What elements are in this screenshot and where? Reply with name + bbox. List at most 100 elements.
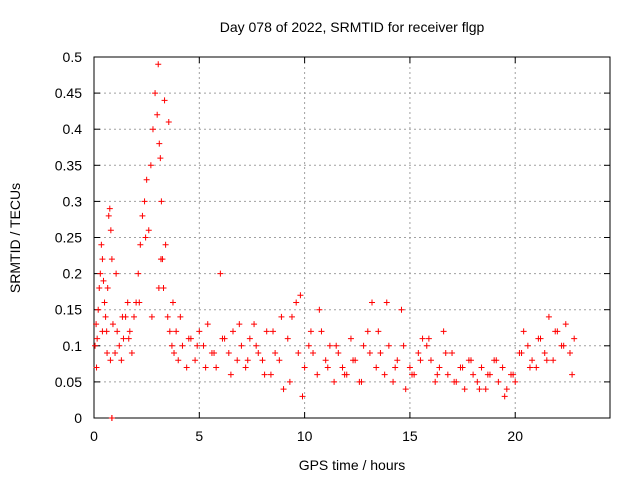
data-point bbox=[152, 90, 159, 97]
data-point bbox=[162, 241, 169, 248]
data-point bbox=[156, 140, 163, 147]
data-point bbox=[278, 313, 285, 320]
data-point bbox=[168, 342, 175, 349]
data-point bbox=[116, 342, 123, 349]
data-point bbox=[119, 313, 126, 320]
data-point bbox=[288, 313, 295, 320]
y-tick-label: 0.15 bbox=[55, 302, 82, 318]
data-point bbox=[432, 378, 439, 385]
data-point bbox=[100, 277, 107, 284]
data-point bbox=[105, 212, 112, 219]
y-axis-label: SRMTID / TECUs bbox=[7, 183, 23, 293]
data-point bbox=[161, 97, 168, 104]
y-tick-label: 0.2 bbox=[63, 266, 83, 282]
data-point bbox=[155, 285, 162, 292]
data-point bbox=[267, 371, 274, 378]
data-point bbox=[419, 335, 426, 342]
data-point bbox=[225, 350, 232, 357]
data-point bbox=[272, 350, 279, 357]
data-point bbox=[112, 350, 119, 357]
data-point bbox=[236, 321, 243, 328]
data-point bbox=[415, 350, 422, 357]
data-point bbox=[440, 328, 447, 335]
data-point bbox=[493, 357, 500, 364]
data-point bbox=[550, 357, 557, 364]
data-point bbox=[217, 270, 224, 277]
data-point bbox=[293, 299, 300, 306]
data-point bbox=[107, 227, 114, 234]
data-point bbox=[358, 378, 365, 385]
data-point bbox=[524, 342, 531, 349]
data-point bbox=[318, 328, 325, 335]
data-point bbox=[255, 350, 262, 357]
data-point bbox=[98, 241, 105, 248]
data-point bbox=[171, 350, 178, 357]
data-point bbox=[510, 371, 517, 378]
data-point bbox=[158, 198, 165, 205]
x-tick-label: 10 bbox=[297, 428, 313, 444]
grid bbox=[94, 57, 610, 418]
data-point bbox=[270, 328, 277, 335]
y-tick-label: 0.5 bbox=[63, 49, 83, 65]
data-point bbox=[166, 328, 173, 335]
data-point bbox=[520, 328, 527, 335]
data-point bbox=[499, 364, 506, 371]
data-point bbox=[541, 350, 548, 357]
data-point bbox=[102, 313, 109, 320]
data-point bbox=[109, 321, 116, 328]
data-point bbox=[501, 393, 508, 400]
data-point bbox=[194, 342, 201, 349]
data-point bbox=[93, 321, 100, 328]
data-point bbox=[259, 357, 266, 364]
data-point bbox=[244, 357, 251, 364]
data-point bbox=[173, 328, 180, 335]
data-point bbox=[106, 205, 113, 212]
data-point bbox=[284, 335, 291, 342]
data-point bbox=[459, 364, 466, 371]
data-point bbox=[108, 415, 115, 421]
y-tick-label: 0 bbox=[74, 410, 82, 426]
data-point bbox=[145, 227, 152, 234]
data-point bbox=[108, 256, 115, 263]
data-point bbox=[484, 371, 491, 378]
data-point bbox=[135, 270, 142, 277]
plot-frame bbox=[93, 56, 611, 419]
data-point bbox=[94, 335, 101, 342]
data-point bbox=[375, 328, 382, 335]
data-point bbox=[261, 371, 268, 378]
data-point bbox=[179, 342, 186, 349]
data-point bbox=[164, 313, 171, 320]
data-point bbox=[512, 378, 519, 385]
data-point bbox=[263, 328, 270, 335]
data-point bbox=[295, 350, 302, 357]
data-point bbox=[442, 350, 449, 357]
data-point bbox=[155, 61, 162, 68]
data-point bbox=[390, 378, 397, 385]
chart-title: Day 078 of 2022, SRMTID for receiver flg… bbox=[220, 19, 485, 35]
data-point bbox=[177, 313, 184, 320]
data-point bbox=[137, 241, 144, 248]
data-point bbox=[97, 270, 104, 277]
data-point bbox=[314, 371, 321, 378]
data-point bbox=[202, 364, 209, 371]
data-point bbox=[238, 342, 245, 349]
data-point bbox=[147, 162, 154, 169]
data-point bbox=[107, 357, 114, 364]
data-point bbox=[141, 198, 148, 205]
x-tick-label: 0 bbox=[90, 428, 98, 444]
data-point bbox=[339, 364, 346, 371]
data-point bbox=[310, 350, 317, 357]
data-point bbox=[526, 364, 533, 371]
data-point bbox=[99, 328, 106, 335]
data-point bbox=[385, 342, 392, 349]
data-point bbox=[230, 328, 237, 335]
data-point bbox=[400, 342, 407, 349]
data-point bbox=[360, 342, 367, 349]
data-point bbox=[157, 256, 164, 263]
data-point bbox=[423, 342, 430, 349]
y-tick-label: 0.35 bbox=[55, 157, 82, 173]
data-point bbox=[571, 335, 578, 342]
data-point bbox=[131, 313, 138, 320]
data-point bbox=[101, 299, 108, 306]
